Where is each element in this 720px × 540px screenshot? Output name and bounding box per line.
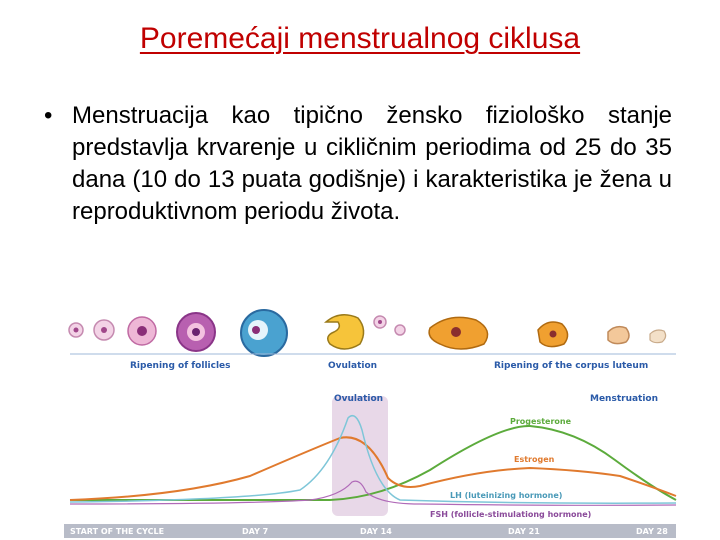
fsh-curve <box>69 480 677 506</box>
slide-title: Poremećaji menstrualnog ciklusa <box>139 22 581 55</box>
bullet-text: Menstruacija kao tipično žensko fiziološ… <box>72 102 672 225</box>
axis-label-start: START OF THE CYCLE <box>70 527 164 536</box>
ovulation-egg-icon <box>323 314 387 350</box>
corpus-icon-5 <box>649 329 667 344</box>
ovulation-band <box>332 396 388 516</box>
corpus-icon-4 <box>607 325 630 345</box>
phase-label-follicles: Ripening of follicles <box>130 361 231 371</box>
axis-label-day7: DAY 7 <box>242 527 268 536</box>
corpus-icon-1 <box>394 324 406 336</box>
phase-label-corpus-luteum: Ripening of the corpus luteum <box>494 361 648 371</box>
progesterone-curve <box>70 424 677 501</box>
bullet-item: • Menstruacija kao tipično žensko fiziol… <box>44 100 672 228</box>
axis-label-day28: DAY 28 <box>636 527 668 536</box>
cycle-axis-bar <box>64 524 676 538</box>
curve-label-lh: LH (luteinizing hormone) <box>450 491 562 500</box>
lh-curve <box>69 415 677 504</box>
curve-label-progesterone: Progesterone <box>510 417 572 426</box>
bullet-dot-icon: • <box>44 102 53 129</box>
curve-label-fsh: FSH (follicle-stimulationg hormone) <box>430 510 591 519</box>
curve-label-ovulation: Ovulation <box>334 394 383 404</box>
menstrual-cycle-diagram: Ripening of follicles Ovulation Ripening… <box>64 309 677 538</box>
axis-label-day21: DAY 21 <box>508 527 540 536</box>
estrogen-curve <box>69 436 677 501</box>
phase-label-ovulation: Ovulation <box>328 361 377 371</box>
corpus-luteum-icons <box>394 316 667 350</box>
follicle-stage-icons <box>68 309 288 357</box>
curve-label-menstruation: Menstruation <box>590 394 658 404</box>
curve-label-estrogen: Estrogen <box>514 455 555 464</box>
axis-label-day14: DAY 14 <box>360 527 392 536</box>
